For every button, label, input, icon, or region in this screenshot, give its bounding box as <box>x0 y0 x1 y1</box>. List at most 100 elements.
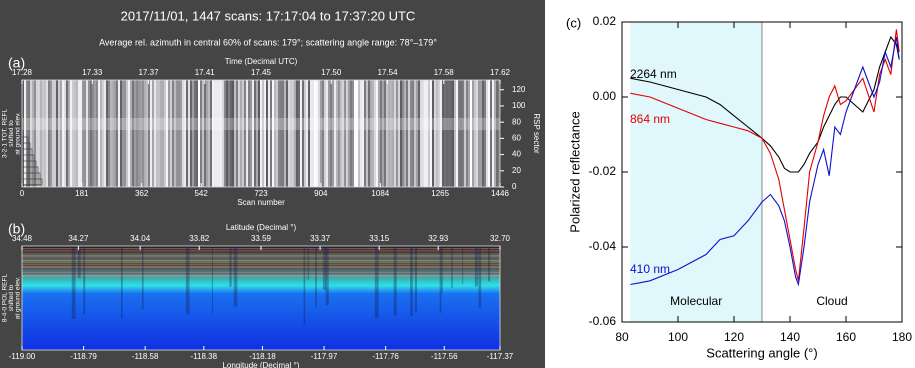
image-stripe <box>82 80 84 187</box>
image-stripe <box>148 80 150 187</box>
image-stripe <box>310 80 312 187</box>
tick-label: 100 <box>512 101 526 110</box>
tick-label: 1084 <box>371 189 389 198</box>
tick-label: -118.18 <box>249 352 276 361</box>
tick-label: 34.04 <box>130 234 151 243</box>
image-stripe <box>174 80 176 187</box>
image-stripe <box>28 80 30 187</box>
tick-label: -118.58 <box>132 352 159 361</box>
tick-label: 32.70 <box>490 234 511 243</box>
image-stripe <box>70 80 72 187</box>
image-stripe <box>386 80 388 187</box>
image-stripe <box>170 80 172 187</box>
image-stripe <box>178 80 180 187</box>
image-stripe <box>482 80 484 187</box>
axis-label: Longitude (Decimal °) <box>222 361 299 368</box>
image-stripe <box>100 80 102 187</box>
image-stripe <box>488 80 490 187</box>
image-line <box>22 264 500 266</box>
image-streak <box>325 246 329 306</box>
axis-label: Latitude (Decimal °) <box>226 223 297 232</box>
y-tick-label: 0.02 <box>593 14 617 28</box>
image-streak <box>478 246 482 308</box>
image-streak <box>474 246 478 287</box>
image-line <box>22 274 500 276</box>
image-stripe <box>84 80 86 187</box>
image-line <box>22 261 500 263</box>
image-stripe <box>164 80 166 187</box>
image-stripe <box>26 80 28 187</box>
image-stripe <box>244 80 246 187</box>
tick-label: 33.37 <box>310 234 331 243</box>
image-stripe <box>86 80 88 187</box>
image-stripe <box>74 80 76 187</box>
image-stripe <box>172 80 174 187</box>
image-stripe <box>392 80 394 187</box>
image-line <box>22 266 500 268</box>
image-stripe <box>280 80 282 187</box>
image-stripe <box>134 80 136 187</box>
image-stripe <box>236 80 238 187</box>
image-stripe <box>166 80 168 187</box>
image-stripe <box>334 80 336 187</box>
image-streak <box>462 246 464 285</box>
plot-frame <box>621 21 903 323</box>
image-line <box>22 259 500 261</box>
image-stripe <box>210 80 212 187</box>
image-stripe <box>142 80 144 187</box>
image-stripe <box>258 80 260 187</box>
tick-label: -118.79 <box>70 352 97 361</box>
axis-label: RSP sector <box>532 113 541 154</box>
image-streak <box>229 246 232 287</box>
legend-label: 864 nm <box>630 112 670 126</box>
image-stripe <box>486 80 488 187</box>
tick-label: 120 <box>512 85 526 94</box>
y-tick-label: -0.04 <box>589 239 617 253</box>
image-stripe <box>132 80 134 187</box>
image-stripe <box>374 80 376 187</box>
series-line <box>630 29 900 281</box>
image-stripe <box>112 80 114 187</box>
image-stripe <box>446 80 448 187</box>
image-stripe <box>346 80 348 187</box>
tick-label: 17.58 <box>434 68 455 77</box>
image-stripe <box>150 80 152 187</box>
image-stripe <box>290 80 292 187</box>
image-stripe <box>90 80 92 187</box>
image-stripe <box>96 80 98 187</box>
image-streak <box>185 246 190 315</box>
image-stripe <box>348 80 350 187</box>
image-line <box>22 252 500 254</box>
image-stripe <box>200 80 202 187</box>
image-stripe <box>484 80 486 187</box>
image-stripe <box>256 80 258 187</box>
image-stripe <box>248 80 250 187</box>
image-stripe <box>120 80 122 187</box>
panel-label: (c) <box>566 15 581 30</box>
image-stripe <box>274 80 276 187</box>
image-stripe <box>372 80 374 187</box>
image-stripe <box>116 80 118 187</box>
region-label: Cloud <box>816 294 847 308</box>
image-bg <box>22 246 500 350</box>
image-stripe <box>390 80 392 187</box>
image-panel: (a) Time (Decimal UTC) 17.28 17.33 17.37 17.4… <box>2 55 541 207</box>
image-stripe <box>160 80 162 187</box>
image-streak <box>488 246 491 282</box>
image-line <box>22 254 500 256</box>
image-stripe <box>222 80 224 187</box>
x-tick-label: 180 <box>892 330 912 344</box>
image-stripe <box>78 80 80 187</box>
image-stripe <box>444 80 446 187</box>
image-stripe <box>184 80 186 187</box>
image-stripe <box>76 80 78 187</box>
image-stripe <box>264 80 266 187</box>
image-stripe <box>496 80 498 187</box>
image-stripe <box>72 80 74 187</box>
image-stripe <box>38 80 40 187</box>
image-stripe <box>468 80 470 187</box>
image-stripe <box>208 80 210 187</box>
image-line <box>22 263 500 265</box>
image-stripe <box>378 80 380 187</box>
image-stripe <box>406 80 408 187</box>
